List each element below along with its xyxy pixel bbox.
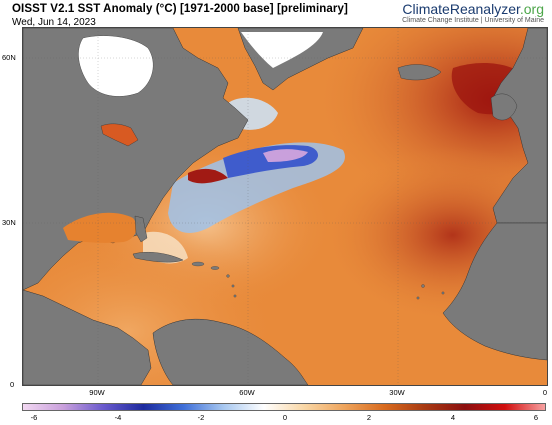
lon-tick-30w: 30W xyxy=(389,388,405,397)
colorbar xyxy=(22,403,546,411)
central-america-land xyxy=(23,289,152,385)
brand-name: ClimateReanalyzer xyxy=(402,1,520,17)
brand-suffix: .org xyxy=(519,1,544,17)
south-america-land xyxy=(152,318,309,385)
colorbar-tick-0: 0 xyxy=(282,413,288,422)
british-isles xyxy=(490,93,518,121)
lon-tick-90w: 90W xyxy=(89,388,105,397)
caribbean-islands xyxy=(191,261,445,300)
africa-land xyxy=(442,222,547,361)
great-lakes xyxy=(100,123,139,147)
hudson-bay-ice xyxy=(78,35,154,97)
brand-subtitle: Climate Change Institute | University of… xyxy=(402,17,544,24)
colorbar-tick-neg2: -2 xyxy=(197,413,205,422)
chart-title: OISST V2.1 SST Anomaly (°C) [1971-2000 b… xyxy=(12,3,348,15)
gulf-of-mexico xyxy=(63,212,137,243)
map-gridlines xyxy=(23,28,547,385)
colorbar-tick-neg6: -6 xyxy=(30,413,38,422)
sst-anomaly-map xyxy=(22,27,548,386)
florida-peninsula xyxy=(134,215,148,243)
date-label: Wed, Jun 14, 2023 xyxy=(12,17,96,28)
greenland-ice xyxy=(241,32,323,68)
colorbar-tick-neg4: -4 xyxy=(114,413,122,422)
warm-anomaly-streak xyxy=(188,168,228,184)
brand-logo: ClimateReanalyzer.org xyxy=(402,1,544,17)
lat-tick-60n: 60N xyxy=(2,53,16,62)
cuba xyxy=(132,252,184,263)
lat-tick-0: 0 xyxy=(10,380,15,389)
lat-tick-30n: 30N xyxy=(2,218,16,227)
lon-tick-60w: 60W xyxy=(239,388,255,397)
cold-anomaly-peak xyxy=(263,149,308,162)
colorbar-tick-4: 4 xyxy=(450,413,456,422)
iceland xyxy=(397,64,442,81)
lon-tick-0: 0 xyxy=(542,388,548,397)
colorbar-tick-2: 2 xyxy=(366,413,372,422)
colorbar-tick-6: 6 xyxy=(533,413,539,422)
